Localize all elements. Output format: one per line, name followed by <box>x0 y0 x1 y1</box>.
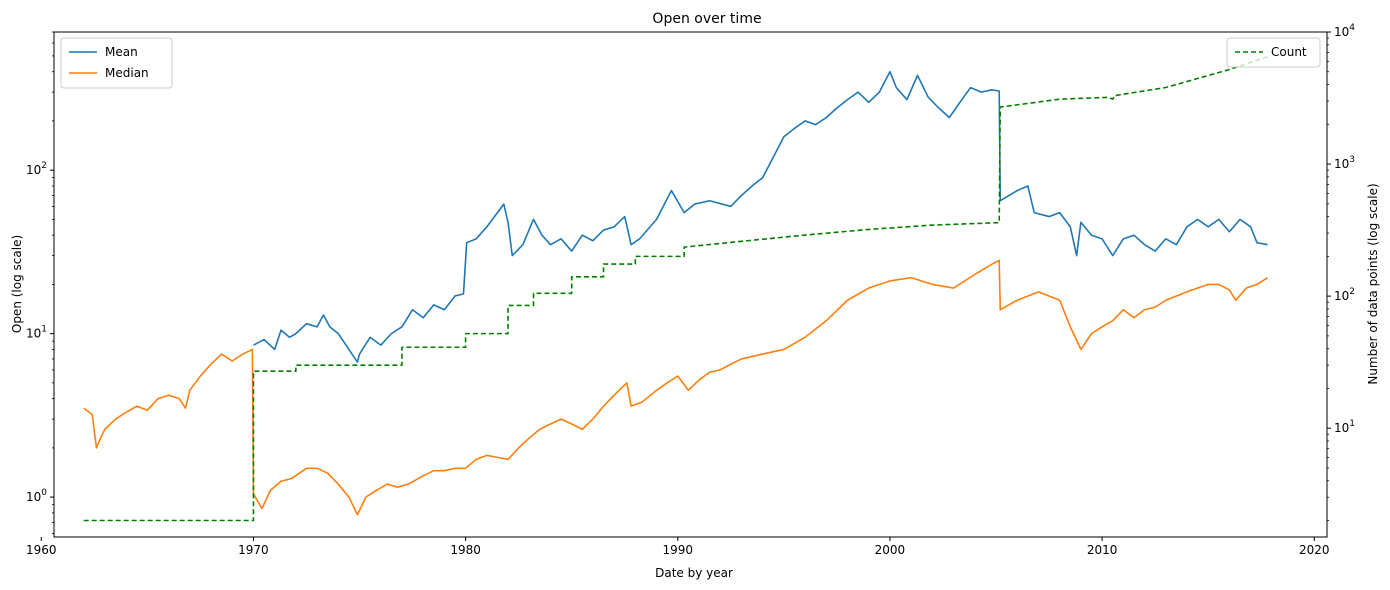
series-line-count <box>83 55 1268 522</box>
axes: 1960 1970 1980 1990 2000 2010 2020 100 101 102 101… <box>26 23 1355 557</box>
legend-box <box>60 37 173 89</box>
legend-right: Count <box>1226 37 1321 68</box>
legend-left: Mean Median <box>60 37 173 89</box>
y2-tick-label: 103 <box>1334 155 1355 171</box>
x-tick-label: 1960 <box>26 543 57 557</box>
legend-label-median: Median <box>105 66 149 80</box>
x-tick-label: 2000 <box>875 543 906 557</box>
series-line-median <box>83 259 1269 516</box>
x-tick-label: 2020 <box>1299 543 1330 557</box>
series-group <box>83 55 1269 522</box>
legend-label-count: Count <box>1271 45 1307 59</box>
x-tick-label: 2010 <box>1087 543 1118 557</box>
legend-box <box>1226 37 1321 68</box>
x-tick-label: 1980 <box>450 543 481 557</box>
y-tick-label: 100 <box>26 488 47 504</box>
y2-tick-label: 104 <box>1334 23 1355 39</box>
y2-tick-label: 102 <box>1334 287 1355 303</box>
y2-axis-title: Number of data points (log scale) <box>1366 183 1380 384</box>
series-line-mean <box>253 70 1268 363</box>
legend-label-mean: Mean <box>105 45 138 59</box>
y-tick-label: 102 <box>26 161 47 177</box>
chart-title: Open over time <box>652 11 761 27</box>
y-tick-label: 101 <box>26 325 47 341</box>
x-tick-label: 1970 <box>238 543 269 557</box>
y2-tick-label: 101 <box>1334 419 1355 435</box>
plot-area <box>83 55 1269 522</box>
y-axis-title: Open (log scale) <box>10 235 24 333</box>
x-tick-label: 1990 <box>662 543 693 557</box>
x-axis-title: Date by year <box>655 566 733 580</box>
